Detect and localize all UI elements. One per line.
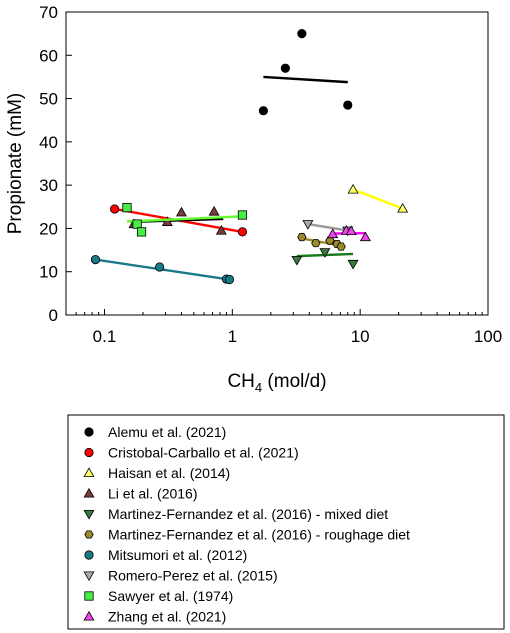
data-point: [208, 205, 220, 216]
y-tick-label: 10: [39, 263, 58, 282]
series-mitsumori-et-al-2012: [90, 254, 235, 285]
data-point: [347, 259, 359, 270]
data-point: [175, 206, 187, 217]
data-point: [237, 210, 248, 220]
fit-line: [263, 75, 348, 84]
data-point: [215, 224, 227, 235]
y-tick-label: 60: [39, 46, 58, 65]
x-tick-label: 0.1: [93, 327, 117, 346]
legend-label: Martinez-Fernandez et al. (2016) - mixed…: [108, 506, 388, 522]
legend-item: Sawyer et al. (1974): [84, 588, 233, 604]
y-tick-label: 30: [39, 176, 58, 195]
data-point: [161, 216, 173, 226]
legend-label: Alemu et al. (2021): [108, 424, 226, 440]
data-point: [155, 262, 165, 272]
legend-label: Li et al. (2016): [108, 486, 198, 502]
legend-label: Romero-Perez et al. (2015): [108, 568, 278, 584]
data-point: [336, 242, 346, 251]
legend-marker: [84, 591, 94, 601]
y-tick-label: 20: [39, 219, 58, 238]
data-point: [258, 106, 268, 116]
legend-label: Martinez-Fernandez et al. (2016) - rough…: [108, 527, 410, 543]
legend-label: Mitsumori et al. (2012): [108, 547, 247, 563]
fit-line: [126, 215, 243, 223]
series-martinez-fernandez-et-al-2016-mixed-diet: [291, 248, 359, 270]
legend-marker: [83, 467, 95, 478]
y-tick-label: 40: [39, 133, 58, 152]
data-point: [237, 227, 248, 237]
plot-area: [90, 29, 409, 285]
legend-item: Zhang et al. (2021): [83, 609, 226, 625]
fit-line: [307, 222, 348, 232]
data-point: [343, 100, 353, 110]
x-tick-label: 1: [228, 327, 237, 346]
x-tick-label: 100: [474, 327, 502, 346]
legend-item: Cristobal-Carballo et al. (2021): [84, 445, 299, 461]
series-sawyer-et-al-1974: [122, 203, 248, 237]
plot-frame: [65, 11, 489, 316]
x-tick-label: 10: [351, 327, 370, 346]
legend-item: Haisan et al. (2014): [83, 465, 230, 481]
data-point: [347, 183, 359, 194]
data-point: [280, 63, 290, 73]
data-point: [319, 248, 331, 258]
legend-marker: [84, 447, 94, 458]
y-tick-label: 50: [39, 90, 58, 109]
data-point: [132, 219, 142, 229]
data-point: [122, 203, 132, 213]
data-point: [297, 29, 307, 39]
data-point: [311, 239, 321, 248]
data-point: [136, 227, 147, 237]
legend-item: Mitsumori et al. (2012): [84, 547, 247, 563]
x-axis-title-sub: 4: [255, 380, 262, 395]
legend-label: Haisan et al. (2014): [108, 465, 230, 481]
data-point: [359, 231, 371, 242]
data-point: [90, 254, 101, 265]
legend-marker: [83, 509, 95, 520]
data-point: [397, 202, 409, 213]
legend-marker: [83, 487, 95, 498]
series-haisan-et-al-2014: [347, 183, 409, 213]
data-point: [224, 274, 235, 285]
legend-label: Zhang et al. (2021): [108, 609, 226, 625]
series-zhang-et-al-2021: [327, 224, 371, 242]
legend-item: Alemu et al. (2021): [84, 424, 226, 440]
legend-item: Martinez-Fernandez et al. (2016) - rough…: [84, 527, 410, 543]
legend-marker: [83, 610, 95, 621]
fit-line: [352, 188, 404, 210]
data-point: [327, 228, 339, 239]
legend-marker: [83, 571, 95, 582]
x-axis-title-base: CH: [227, 371, 254, 392]
legend-label: Cristobal-Carballo et al. (2021): [108, 445, 299, 461]
legend-marker: [84, 427, 94, 437]
legend-label: Sawyer et al. (1974): [108, 588, 233, 604]
legend-item: Martinez-Fernandez et al. (2016) - mixed…: [83, 506, 388, 522]
data-point: [291, 256, 303, 266]
y-axis-title: Propionate (mM): [5, 93, 26, 235]
axes: 0 10 20 30 40 50 60 70 0.1 1 10 100: [39, 3, 502, 346]
series-martinez-fernandez-et-al-2016-roughage-diet: [297, 233, 346, 251]
legend-item: Romero-Perez et al. (2015): [83, 568, 278, 584]
data-point: [110, 204, 120, 214]
data-point: [345, 225, 357, 236]
legend: Alemu et al. (2021) Cristobal-Carballo et…: [67, 414, 505, 630]
y-tick-label: 0: [49, 306, 58, 325]
legend-item: Li et al. (2016): [83, 486, 198, 502]
data-point: [302, 220, 314, 230]
legend-box: [67, 414, 505, 630]
legend-marker: [84, 530, 94, 539]
legend-marker: [84, 550, 94, 560]
y-tick-label: 70: [39, 3, 58, 22]
series-alemu-et-al-2021: [258, 29, 353, 116]
x-axis-title-rest: (mol/d): [262, 371, 326, 392]
x-axis-title: CH4 (mol/d): [227, 371, 326, 395]
data-point: [297, 233, 307, 242]
